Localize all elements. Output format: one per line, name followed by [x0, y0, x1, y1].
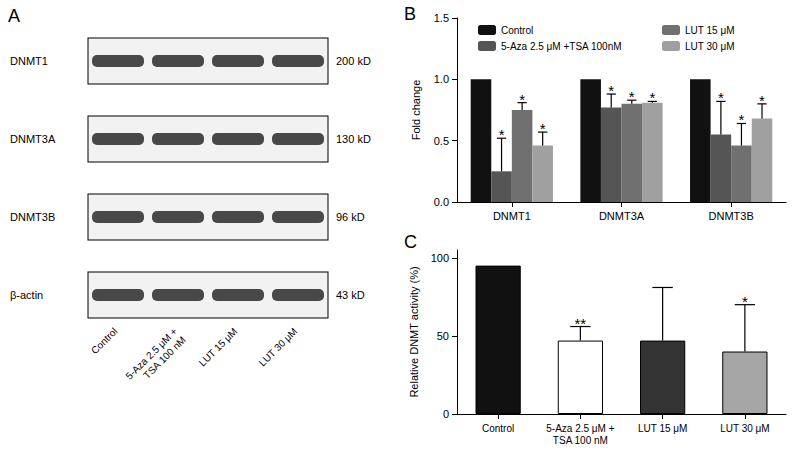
svg-text:200 kD: 200 kD — [336, 55, 371, 67]
svg-text:Control: Control — [482, 423, 514, 434]
svg-text:β-actin: β-actin — [10, 289, 43, 301]
svg-text:*: * — [742, 293, 748, 310]
svg-text:*: * — [759, 92, 765, 109]
svg-text:5-Aza 2.5 μM +TSA 100 nM: 5-Aza 2.5 μM +TSA 100 nM — [123, 326, 188, 391]
svg-text:LUT 30 μM: LUT 30 μM — [720, 423, 769, 434]
svg-text:A: A — [8, 6, 20, 26]
svg-text:130 kD: 130 kD — [336, 133, 371, 145]
svg-text:5-Aza 2.5 μM +TSA 100nM: 5-Aza 2.5 μM +TSA 100nM — [501, 41, 622, 52]
svg-text:*: * — [739, 111, 745, 128]
svg-text:B: B — [404, 4, 416, 24]
svg-text:*: * — [499, 126, 505, 143]
svg-text:LUT 30 μM: LUT 30 μM — [685, 41, 734, 52]
svg-text:Control: Control — [501, 25, 533, 36]
svg-text:1.5: 1.5 — [434, 12, 449, 24]
svg-text:LUT 30 μM: LUT 30 μM — [257, 326, 300, 369]
svg-text:*: * — [540, 120, 546, 137]
svg-text:**: ** — [575, 315, 587, 332]
svg-text:*: * — [629, 88, 635, 105]
svg-text:0: 0 — [443, 408, 449, 420]
svg-text:DNMT3B: DNMT3B — [10, 211, 55, 223]
svg-text:DNMT3A: DNMT3A — [10, 133, 56, 145]
svg-text:DNMT1: DNMT1 — [493, 210, 531, 222]
svg-text:C: C — [404, 232, 417, 252]
svg-text:LUT 15 μM: LUT 15 μM — [638, 423, 687, 434]
svg-text:TSA 100 nM: TSA 100 nM — [553, 435, 608, 446]
svg-text:*: * — [718, 89, 724, 106]
svg-text:DNMT1: DNMT1 — [10, 55, 48, 67]
svg-text:*: * — [519, 91, 525, 108]
svg-text:0.5: 0.5 — [434, 135, 449, 147]
svg-text:*: * — [649, 89, 655, 106]
svg-text:50: 50 — [437, 330, 449, 342]
svg-text:100: 100 — [431, 252, 449, 264]
svg-text:Fold change: Fold change — [410, 80, 422, 141]
svg-text:96 kD: 96 kD — [336, 211, 365, 223]
svg-text:LUT 15 μM: LUT 15 μM — [197, 326, 240, 369]
svg-text:43 kD: 43 kD — [336, 289, 365, 301]
svg-text:0.0: 0.0 — [434, 196, 449, 208]
svg-text:*: * — [608, 82, 614, 99]
svg-text:Control: Control — [89, 326, 120, 357]
svg-text:DNMT3B: DNMT3B — [709, 210, 754, 222]
svg-text:5-Aza 2.5 μM +: 5-Aza 2.5 μM + — [546, 423, 614, 434]
svg-text:LUT 15 μM: LUT 15 μM — [685, 25, 734, 36]
svg-text:1.0: 1.0 — [434, 73, 449, 85]
svg-text:Relative DNMT activity (%): Relative DNMT activity (%) — [408, 266, 420, 397]
svg-text:DNMT3A: DNMT3A — [599, 210, 645, 222]
